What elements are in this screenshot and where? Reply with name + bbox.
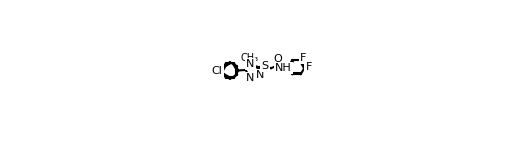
Text: CH₃: CH₃ xyxy=(240,53,258,63)
Text: F: F xyxy=(300,53,307,63)
Text: F: F xyxy=(306,62,312,72)
Text: N: N xyxy=(247,59,255,69)
Text: O: O xyxy=(274,54,282,64)
Text: N: N xyxy=(256,71,264,80)
Text: Cl: Cl xyxy=(212,66,223,75)
Text: N: N xyxy=(247,73,255,83)
Text: S: S xyxy=(261,60,268,71)
Text: NH: NH xyxy=(275,63,292,73)
